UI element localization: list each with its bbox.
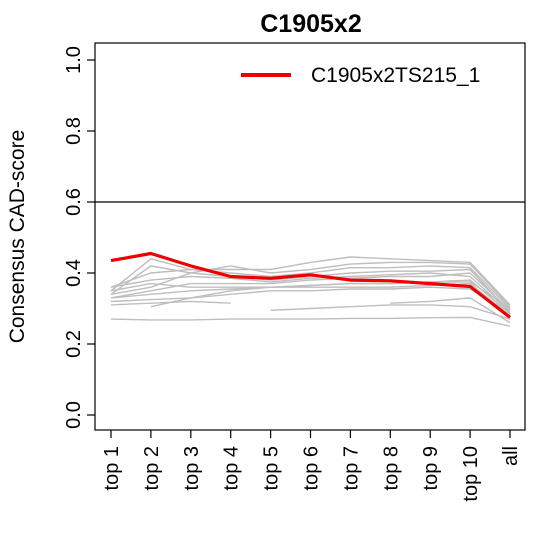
x-tick-label: top 9 bbox=[420, 446, 442, 490]
x-tick-label: top 3 bbox=[181, 446, 203, 490]
legend-label-highlight: C1905x2TS215_1 bbox=[311, 64, 480, 87]
background-series-line-13 bbox=[110, 316, 511, 327]
legend: C1905x2TS215_1 bbox=[241, 64, 480, 87]
x-tick-label: top 5 bbox=[261, 446, 283, 490]
x-tick-label: top 2 bbox=[141, 446, 163, 490]
highlight-series-group bbox=[110, 251, 511, 319]
highlight-series-line bbox=[110, 251, 511, 319]
background-series-group bbox=[110, 256, 511, 327]
x-tick-label: top 6 bbox=[301, 446, 323, 490]
x-tick-label: all bbox=[500, 446, 522, 466]
background-series-line-1 bbox=[110, 256, 511, 306]
y-axis-label: Consensus CAD-score bbox=[6, 130, 29, 344]
background-series-line-3 bbox=[110, 265, 511, 309]
x-tick-label: top 4 bbox=[221, 446, 243, 490]
x-tick-label: top 8 bbox=[380, 446, 402, 490]
background-series-line-14 bbox=[110, 272, 511, 313]
background-series-line-10 bbox=[150, 279, 511, 315]
background-series-line-12 bbox=[390, 297, 511, 324]
y-tick-label: 0.2 bbox=[63, 330, 85, 358]
y-axis: 0.0 0.2 0.4 0.6 0.8 1.0 bbox=[63, 46, 95, 429]
x-axis: top 1 top 2 top 3 top 4 top 5 top 6 top 7 top 8… bbox=[101, 430, 522, 502]
background-series-line-11 bbox=[270, 304, 511, 320]
background-series-line-8 bbox=[110, 286, 511, 313]
chart-title: C1905x2 bbox=[260, 10, 361, 38]
y-tick-label: 1.0 bbox=[63, 46, 85, 74]
y-tick-label: 0.6 bbox=[63, 188, 85, 216]
y-tick-label: 0.0 bbox=[63, 401, 85, 429]
y-tick-label: 0.4 bbox=[63, 259, 85, 287]
x-tick-label: top 10 bbox=[460, 446, 482, 502]
x-tick-label: top 7 bbox=[340, 446, 362, 490]
y-tick-label: 0.8 bbox=[63, 117, 85, 145]
x-tick-label: top 1 bbox=[101, 446, 123, 490]
